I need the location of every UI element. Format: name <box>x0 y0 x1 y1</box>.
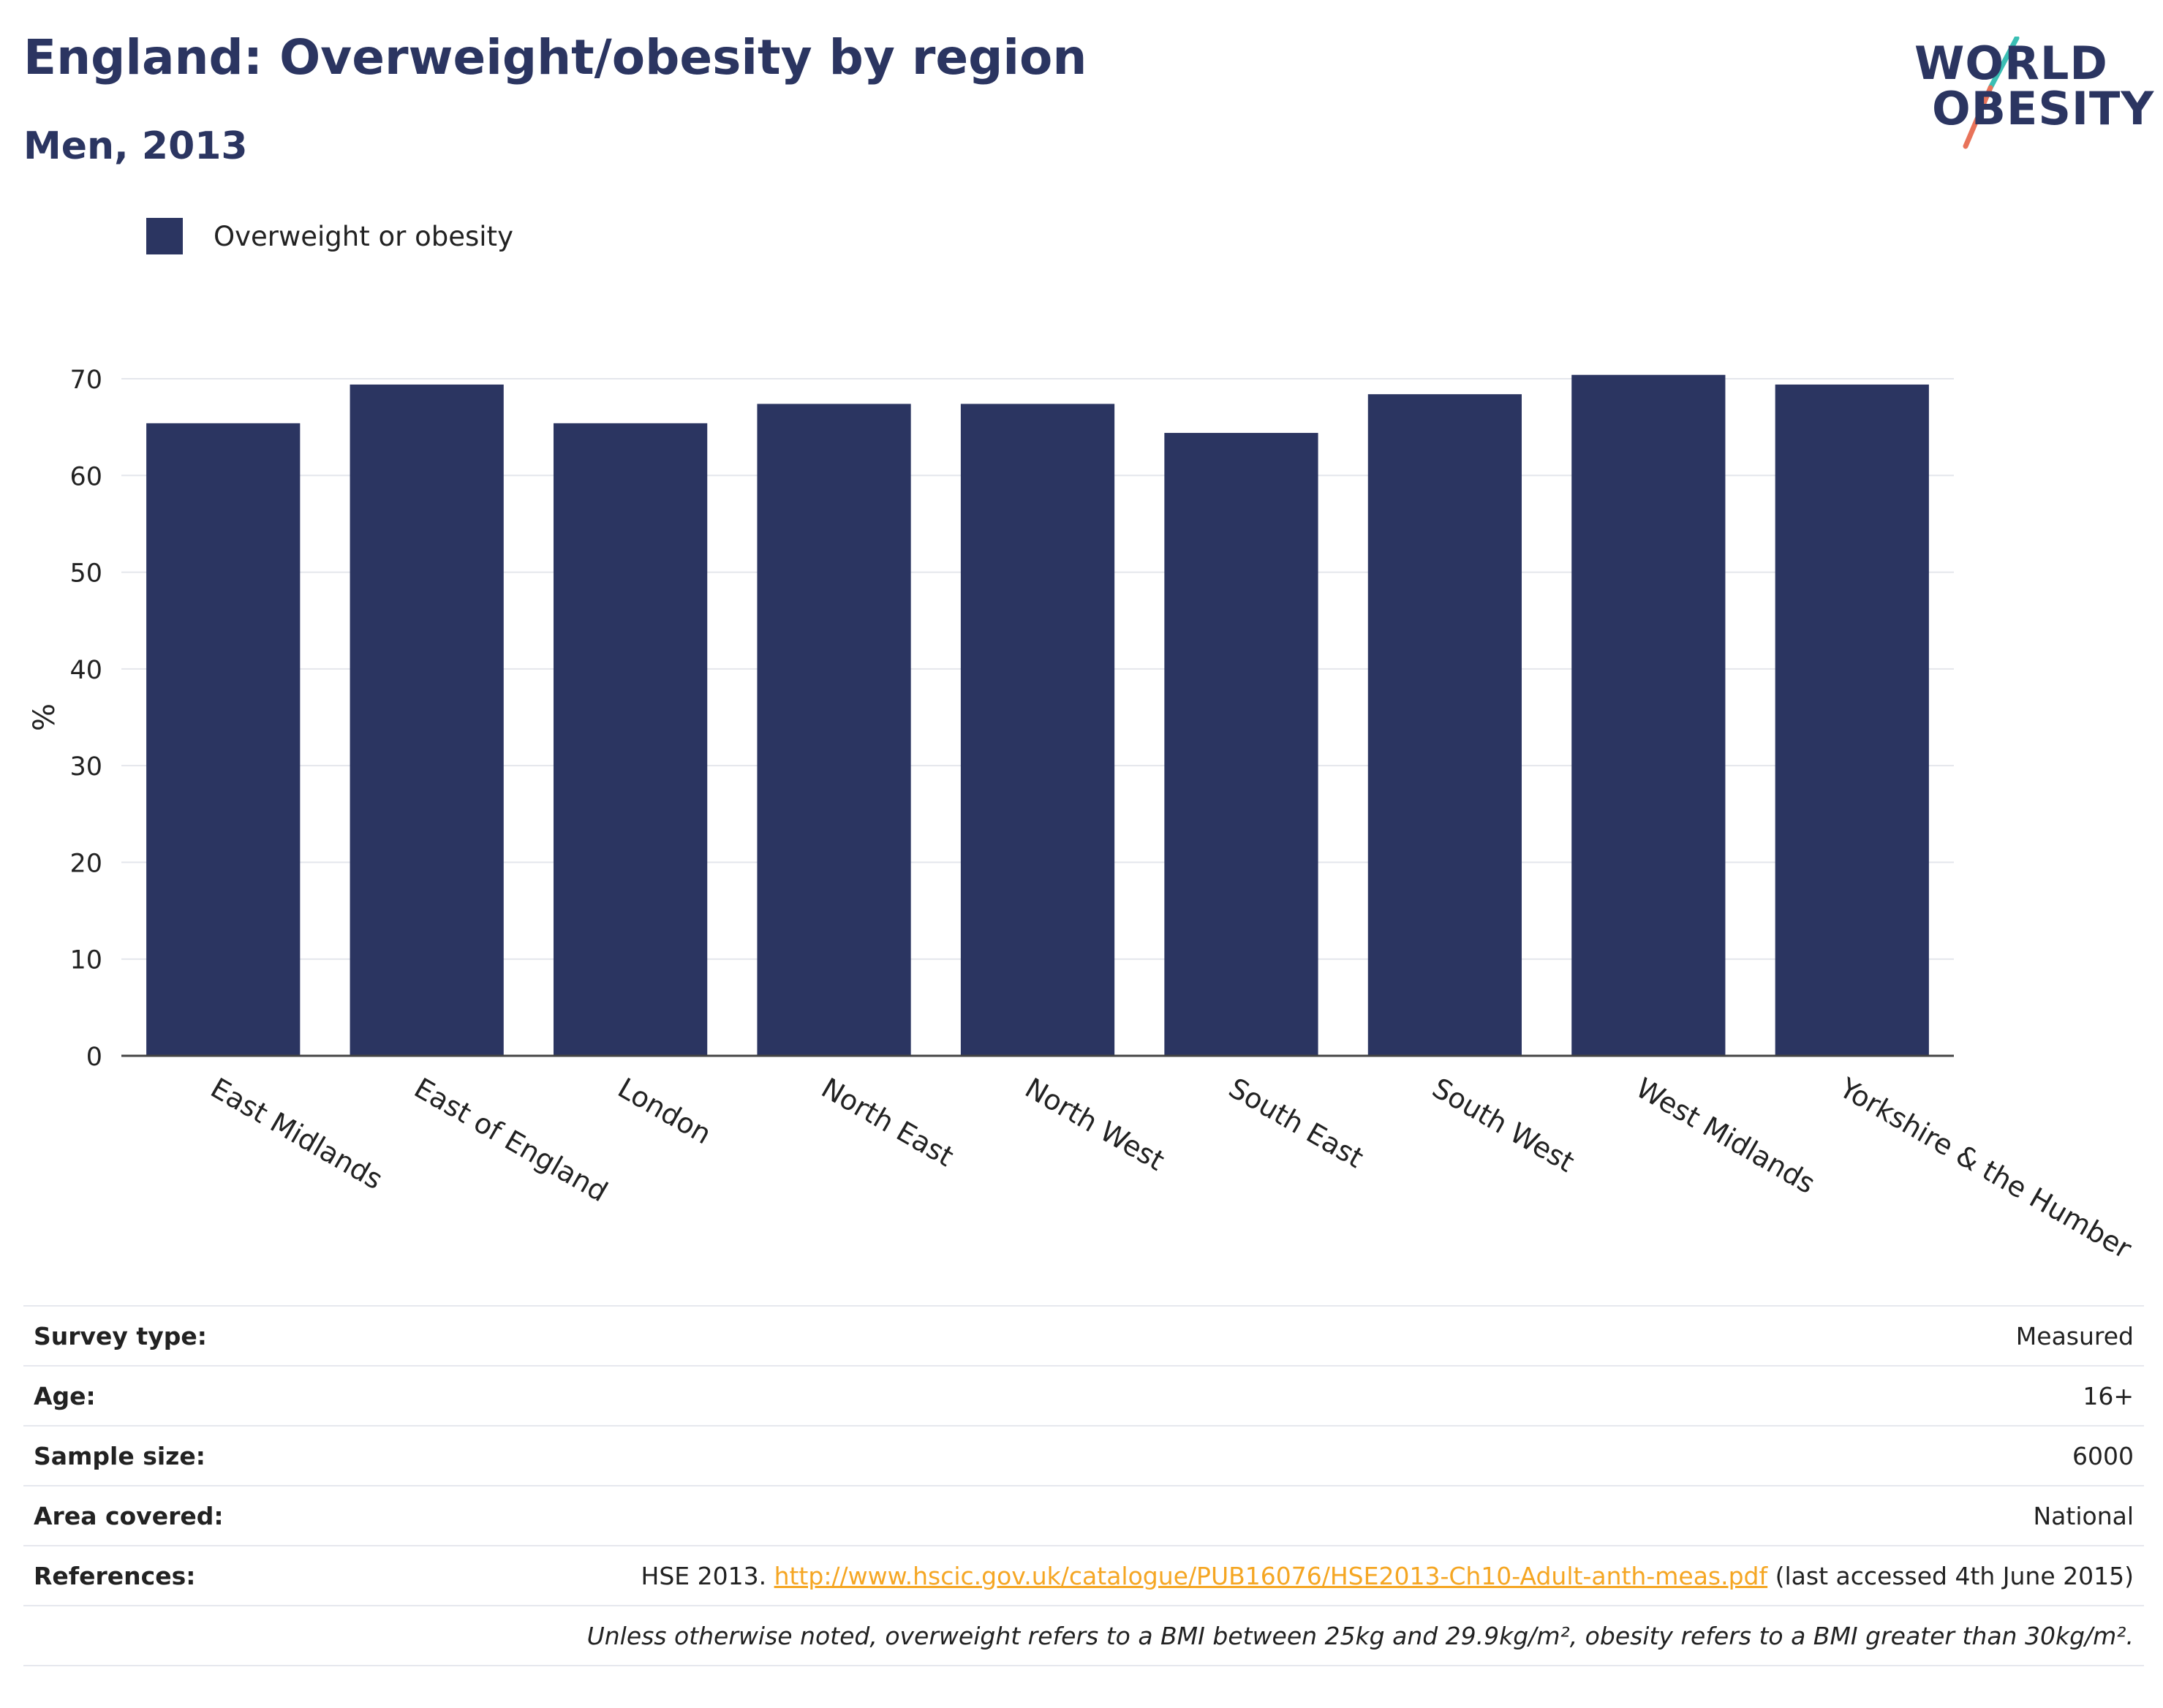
bar <box>1571 374 1726 1056</box>
x-tick-label: West Midlands <box>1631 1072 1821 1201</box>
y-tick-label: 10 <box>69 946 102 975</box>
bar-chart: 0 10 20 30 40 50 60 70% East Midlands East of Eng… <box>28 366 2137 1265</box>
survey-type-value: Measured <box>336 1305 2144 1367</box>
sample-size-value: 6000 <box>336 1425 2144 1486</box>
x-tick-label: North West <box>1020 1072 1170 1177</box>
age-value: 16+ <box>336 1365 2144 1427</box>
bar <box>960 404 1115 1056</box>
y-tick-label: 20 <box>69 849 102 878</box>
logo-line-2: OBESITY <box>1932 82 2155 135</box>
y-tick-label: 40 <box>69 656 102 685</box>
area-covered-label: Area covered: <box>23 1485 336 1546</box>
bar <box>1164 433 1318 1056</box>
x-tick-label: East Midlands <box>205 1072 388 1196</box>
age-label: Age: <box>23 1365 336 1427</box>
x-tick-label: East of England <box>409 1072 613 1209</box>
y-tick-label: 60 <box>69 462 102 491</box>
x-tick-label: South West <box>1427 1072 1579 1179</box>
chart-subtitle: Men, 2013 <box>23 124 248 168</box>
bar <box>350 384 504 1056</box>
chart-title: England: Overweight/obesity by region <box>23 29 1087 86</box>
references-link[interactable]: http://www.hscic.gov.uk/catalogue/PUB160… <box>774 1561 1768 1590</box>
legend-swatch <box>146 218 183 254</box>
x-tick-label: South East <box>1223 1072 1369 1174</box>
x-tick-label: North East <box>816 1072 959 1173</box>
references-prefix: HSE 2013. <box>641 1561 774 1590</box>
bar <box>757 404 911 1056</box>
y-tick-label: 70 <box>69 366 102 395</box>
references-suffix: (last accessed 4th June 2015) <box>1767 1561 2134 1590</box>
bar <box>553 423 708 1056</box>
references-value: HSE 2013. http://www.hscic.gov.uk/catalo… <box>336 1545 2144 1606</box>
x-tick-label: London <box>613 1072 717 1151</box>
info-row-age: Age: 16+ <box>23 1365 2144 1427</box>
bar <box>1367 394 1522 1056</box>
survey-type-label: Survey type: <box>23 1305 336 1367</box>
y-tick-label: 0 <box>86 1043 102 1072</box>
area-covered-value: National <box>336 1485 2144 1546</box>
logo-line-1: WORLD <box>1914 37 2108 90</box>
bar <box>146 423 301 1056</box>
references-label: References: <box>23 1545 336 1606</box>
info-row-sample-size: Sample size: 6000 <box>23 1425 2144 1486</box>
info-row-references: References: HSE 2013. http://www.hscic.g… <box>23 1545 2144 1606</box>
info-row-area-covered: Area covered: National <box>23 1485 2144 1546</box>
legend-label: Overweight or obesity <box>214 220 513 252</box>
world-obesity-logo: WORLD OBESITY <box>1909 37 2153 154</box>
info-row-note: Unless otherwise noted, overweight refer… <box>23 1605 2144 1666</box>
y-tick-label: 30 <box>69 752 102 782</box>
bar <box>1775 384 1929 1056</box>
y-tick-label: 50 <box>69 559 102 589</box>
info-row-survey-type: Survey type: Measured <box>23 1305 2144 1367</box>
definition-note: Unless otherwise noted, overweight refer… <box>336 1605 2144 1666</box>
x-tick-label: Yorkshire & the Humber <box>1833 1071 2137 1265</box>
y-axis-label: % <box>28 703 61 731</box>
logo-slash-icon <box>1963 37 2020 149</box>
note-label-empty <box>23 1605 336 1666</box>
legend: Overweight or obesity <box>146 218 513 254</box>
sample-size-label: Sample size: <box>23 1425 336 1486</box>
info-table: Survey type: Measured Age: 16+ Sample si… <box>23 1305 2144 1666</box>
